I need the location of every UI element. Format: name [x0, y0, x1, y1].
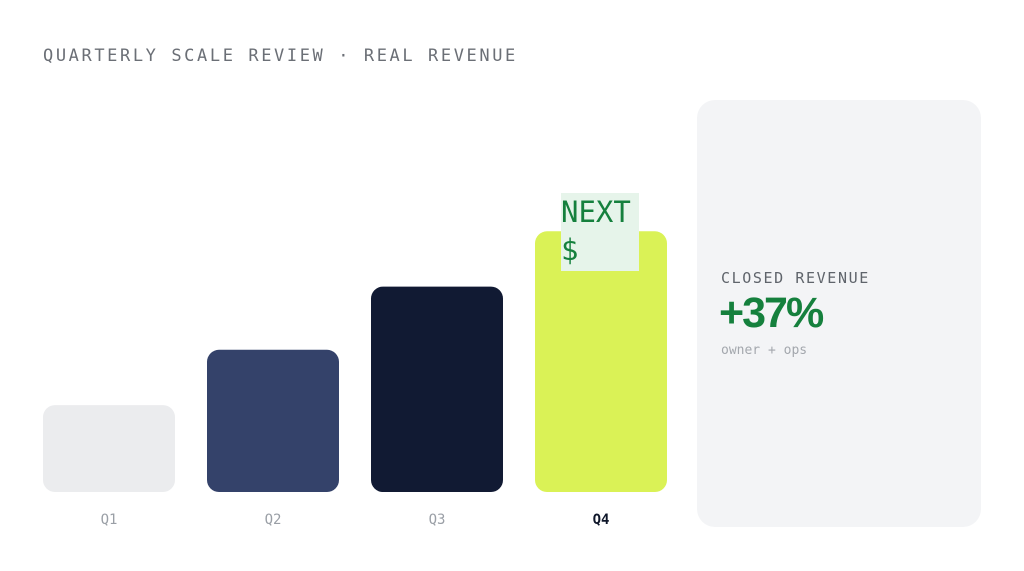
tick-label-q1: Q1 — [101, 512, 118, 528]
bar-q3 — [371, 286, 503, 492]
annotation-line-2: $ — [561, 233, 579, 267]
bar-q1 — [43, 405, 175, 492]
summary-card: CLOSED REVENUE +37% owner + ops — [697, 100, 981, 527]
summary-note: owner + ops — [721, 343, 808, 358]
tick-label-q4: Q4 — [593, 512, 610, 528]
bar-q4 — [535, 231, 667, 493]
quarterly-bar-chart: Q1 Q2 Q3 Q4 — [43, 231, 667, 528]
summary-label: CLOSED REVENUE — [721, 269, 870, 287]
annotation-line-1: NEXT — [561, 195, 631, 229]
tick-label-q3: Q3 — [429, 512, 446, 528]
tick-label-q2: Q2 — [265, 512, 282, 528]
bar-q2 — [207, 349, 339, 492]
summary-value: +37% — [719, 289, 824, 337]
next-annotation: NEXT $ — [561, 193, 639, 271]
page-kicker: QUARTERLY SCALE REVIEW · REAL REVENUE — [43, 46, 518, 66]
